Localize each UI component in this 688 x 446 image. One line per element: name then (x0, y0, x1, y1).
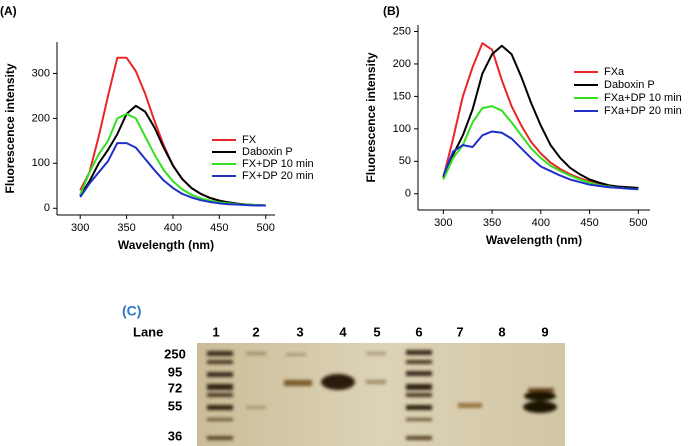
y-tick-label: 200 (32, 112, 50, 124)
panel-label: (B) (383, 4, 400, 18)
x-tick-label: 300 (434, 217, 452, 229)
x-axis-label: Wavelength (nm) (118, 238, 214, 252)
legend-label: FX+DP 20 min (242, 170, 314, 182)
x-tick-label: 500 (629, 217, 647, 229)
y-tick-label: 50 (399, 155, 411, 167)
lane-number: 5 (373, 324, 380, 339)
lane-number: 1 (212, 324, 219, 339)
legend-label: FXa+DP 20 min (604, 105, 682, 117)
legend-label: FXa+DP 10 min (604, 92, 682, 104)
marker-label: 36 (168, 428, 182, 443)
lane-number: 2 (252, 324, 259, 339)
lane-title: Lane (133, 324, 163, 339)
lane-number: 8 (498, 324, 505, 339)
y-tick-label: 0 (405, 188, 411, 200)
gel-image (197, 343, 565, 446)
y-axis-label: Fluorescence intensity (3, 63, 17, 193)
lane-number: 4 (339, 324, 347, 339)
x-axis-label: Wavelength (nm) (486, 233, 582, 247)
lane-number: 6 (415, 324, 422, 339)
marker-label: 95 (168, 364, 182, 379)
legend-label: Daboxin P (242, 146, 293, 158)
x-tick-label: 400 (532, 217, 550, 229)
data-line (442, 130, 639, 191)
marker-label: 250 (164, 346, 186, 361)
data-line (442, 44, 639, 189)
lane-number: 9 (541, 324, 548, 339)
marker-label: 72 (168, 380, 182, 395)
y-tick-label: 300 (32, 67, 50, 79)
legend-label: Daboxin P (604, 79, 655, 91)
y-tick-label: 200 (393, 58, 411, 70)
x-tick-label: 350 (483, 217, 501, 229)
x-tick-label: 450 (580, 217, 598, 229)
lane-number: 7 (456, 324, 463, 339)
data-line (79, 142, 266, 207)
panel-label: (C) (122, 303, 141, 319)
x-tick-label: 300 (71, 222, 89, 234)
y-tick-label: 0 (44, 202, 50, 214)
data-line (79, 104, 266, 207)
data-line (79, 56, 266, 207)
y-tick-label: 250 (393, 25, 411, 37)
x-tick-label: 400 (164, 222, 182, 234)
panel-label: (A) (0, 4, 17, 18)
legend-label: FX+DP 10 min (242, 158, 314, 170)
y-tick-label: 100 (32, 157, 50, 169)
lane-number: 3 (296, 324, 303, 339)
y-axis-label: Fluorescence intensity (364, 52, 378, 182)
x-tick-label: 350 (117, 222, 135, 234)
legend-label: FX (242, 134, 257, 146)
legend-label: FXa (604, 66, 625, 78)
gel-bands (207, 350, 557, 440)
x-tick-label: 450 (210, 222, 228, 234)
gel-panel: (C) Lane (122, 303, 565, 446)
marker-label: 55 (168, 398, 182, 413)
y-tick-label: 100 (393, 123, 411, 135)
x-tick-label: 500 (257, 222, 275, 234)
y-tick-label: 150 (393, 90, 411, 102)
